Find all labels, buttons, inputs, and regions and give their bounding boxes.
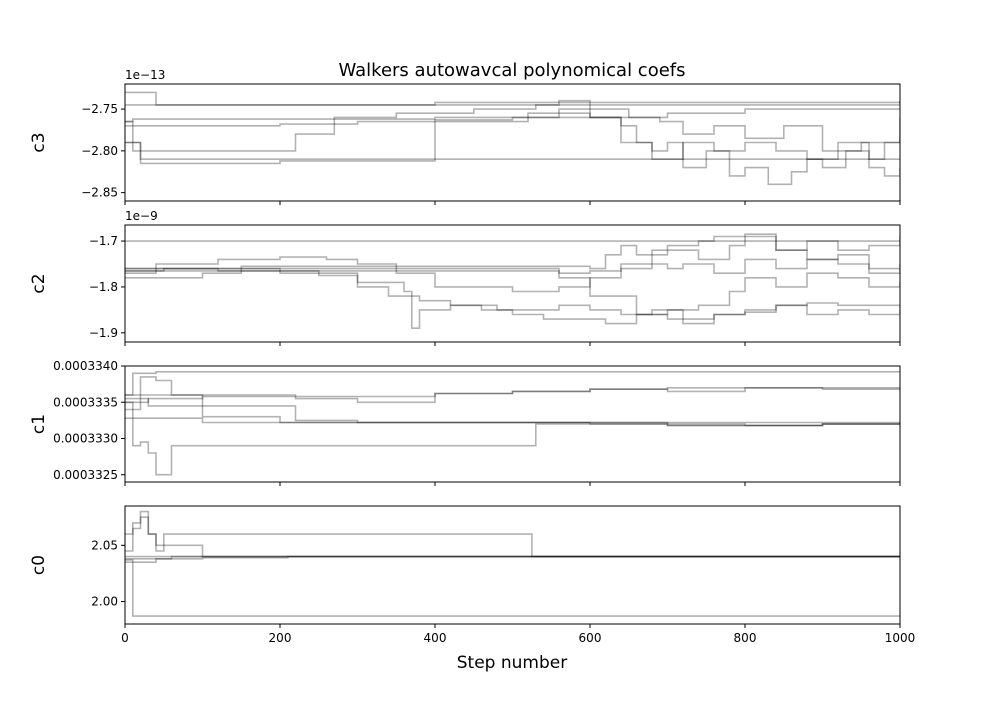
series-line-c2-6	[125, 267, 900, 325]
series-line-c0-3	[125, 510, 900, 558]
panel-c3: −2.85 −2.80 −2.75 1e−13 c3	[29, 68, 901, 205]
chart-title: Walkers autowavcal polynomical coefs	[339, 60, 686, 81]
panel-c1: 0.0003325 0.0003330 0.0003335 0.0003340 c1	[29, 359, 901, 486]
series-line-c0-5	[125, 555, 900, 560]
y-tick-label: 0.0003325	[53, 468, 118, 482]
series-line-c2-3	[125, 258, 900, 274]
y-tick-label: 0.0003335	[53, 395, 118, 409]
panels-group: −2.85 −2.80 −2.75 1e−13 c3 −1.9 −1.8 −1.7 1e−9 c2…	[29, 68, 915, 645]
axes-frame-c1	[124, 365, 901, 483]
series-line-c1-1	[125, 387, 900, 404]
series-line-c2-1	[125, 235, 900, 272]
y-axis-label-c2: c2	[29, 273, 49, 293]
series-line-c3-1	[125, 101, 900, 106]
series-line-c2-5	[125, 267, 900, 329]
series-line-c3-0	[125, 91, 900, 106]
y-tick-label: −2.85	[81, 186, 118, 200]
series-line-c2-2	[125, 233, 900, 293]
y-tick-label: 2.05	[91, 538, 118, 552]
series-line-c1-4	[125, 401, 900, 476]
y-tick-label: −1.9	[89, 326, 118, 340]
x-tick-label: 400	[424, 631, 447, 645]
series-line-c1-6	[125, 376, 900, 424]
x-tick-label: 600	[579, 631, 602, 645]
series-line-c0-0	[125, 516, 900, 558]
y-tick-label: 0.0003340	[53, 359, 118, 373]
y-tick-label: −2.80	[81, 144, 118, 158]
x-tick-label: 200	[269, 631, 292, 645]
series-line-c1-2	[125, 387, 900, 404]
series-line-c3-6	[125, 108, 900, 177]
x-tick-label: 0	[121, 631, 129, 645]
axes-frame-c3	[124, 83, 901, 202]
y-axis-label-c0: c0	[29, 555, 49, 575]
series-line-c2-4	[125, 267, 900, 325]
series-group	[125, 371, 900, 476]
y-tick-label: −1.7	[89, 234, 118, 248]
axes-frame-c0	[124, 505, 901, 625]
series-line-c3-4	[125, 99, 900, 152]
offset-text-c2: 1e−9	[125, 209, 158, 223]
series-group	[125, 91, 900, 186]
axes-frame-c2	[124, 224, 901, 343]
series-line-c0-2	[125, 555, 900, 563]
series-group	[125, 510, 900, 617]
y-tick-label: 2.00	[91, 595, 118, 609]
series-line-c3-5	[125, 141, 900, 160]
y-axis-label-c1: c1	[29, 414, 49, 434]
panel-c0: 2.00 2.05 0 200 400 600 800 1000 c0	[29, 505, 916, 645]
series-group	[125, 233, 900, 329]
series-line-c1-0	[125, 371, 900, 396]
y-tick-label: −2.75	[81, 102, 118, 116]
series-line-c3-3	[125, 112, 900, 186]
offset-text-c3: 1e−13	[125, 68, 165, 82]
y-axis-label-c3: c3	[29, 132, 49, 152]
y-tick-label: 0.0003330	[53, 432, 118, 446]
x-axis-label: Step number	[457, 653, 567, 673]
series-line-c1-3	[125, 417, 900, 427]
series-line-c1-5	[125, 397, 900, 427]
panel-c2: −1.9 −1.8 −1.7 1e−9 c2	[29, 209, 901, 346]
series-line-c0-4	[125, 559, 900, 617]
y-tick-label: −1.8	[89, 280, 118, 294]
series-line-c3-2	[125, 108, 900, 123]
x-tick-label: 800	[734, 631, 757, 645]
x-tick-label: 1000	[885, 631, 916, 645]
